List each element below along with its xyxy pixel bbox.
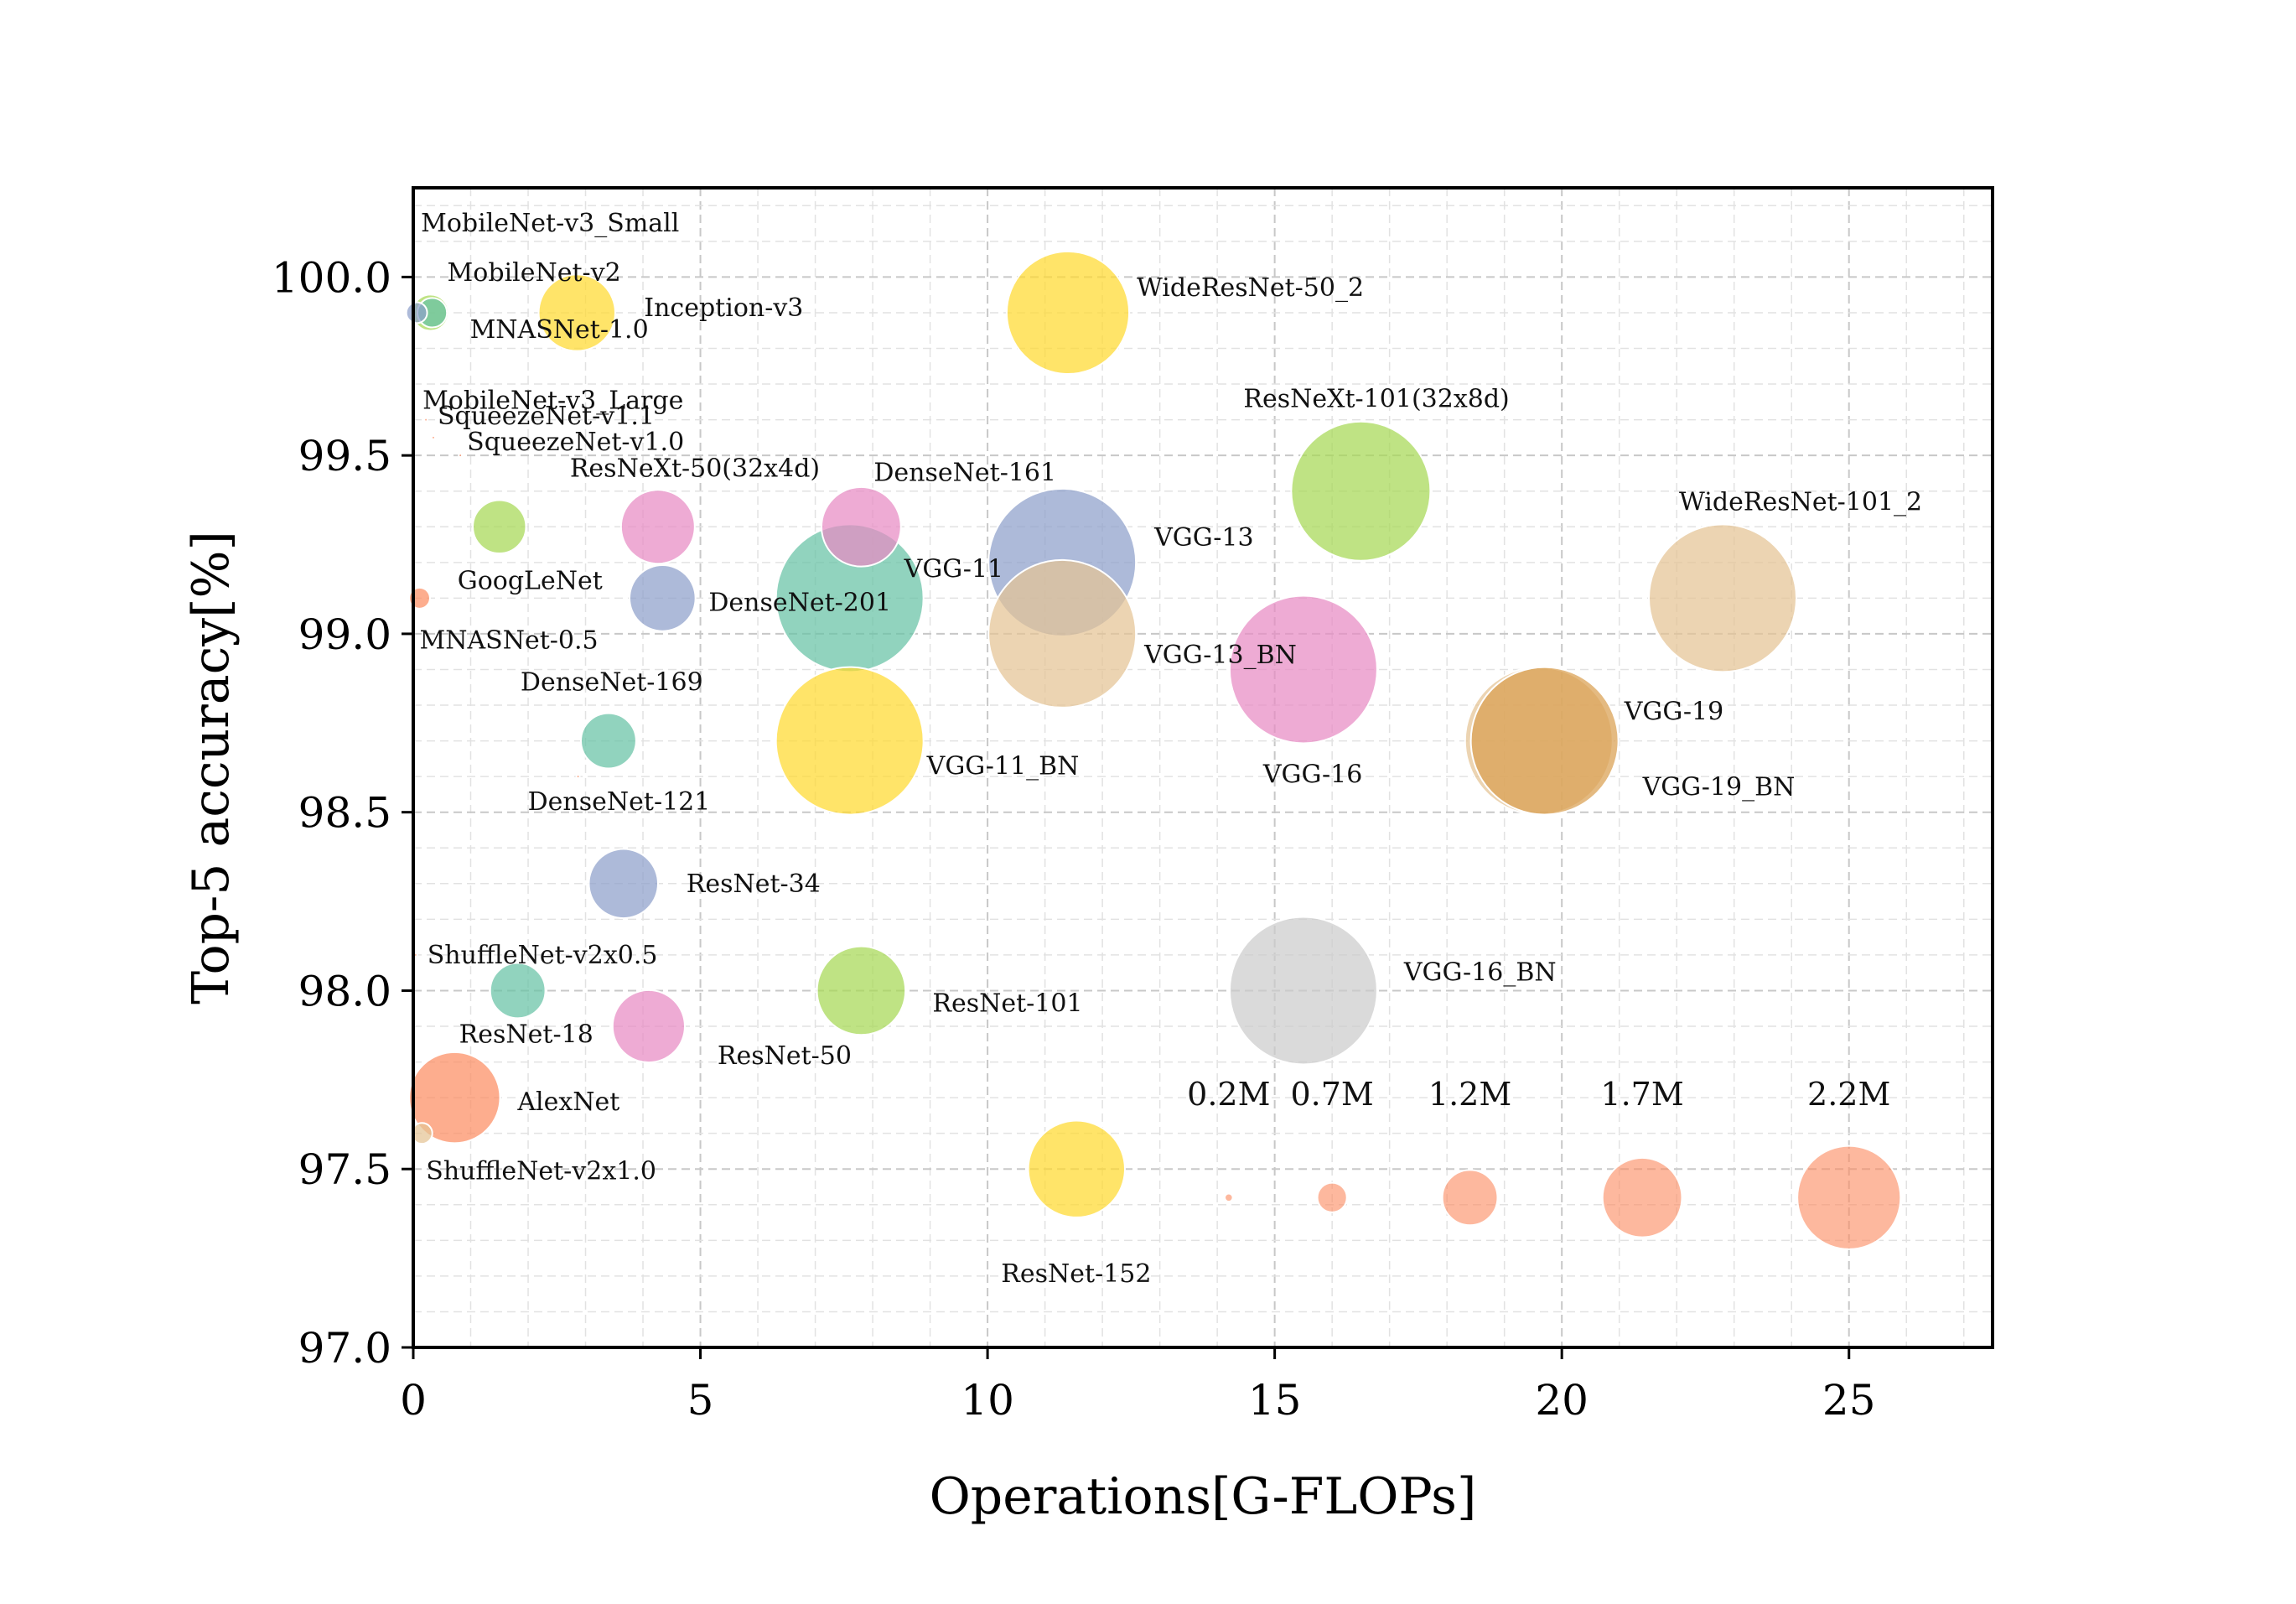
bubble-point [1469, 666, 1620, 816]
y-tick-label: 97.5 [298, 1145, 391, 1194]
size-legend-label: 2.2M [1807, 1076, 1890, 1113]
y-tick-label: 97.0 [298, 1324, 391, 1373]
point-label: VGG-11_BN [926, 752, 1080, 781]
y-tick-label: 98.5 [298, 789, 391, 838]
x-tick-label: 20 [1535, 1376, 1589, 1425]
bubble-point [588, 848, 660, 920]
bubble-point [775, 666, 925, 816]
size-legend-bubble [1796, 1145, 1902, 1250]
bubble-point [1648, 523, 1798, 673]
size-legend: 0.2M 0.7M 1.2M 1.7M 2.2M [1187, 1076, 1902, 1250]
y-axis-title: Top-5 accuracy[%] [182, 531, 241, 1004]
bubble-point [1027, 1119, 1126, 1218]
point-label: WideResNet-50_2 [1137, 273, 1364, 303]
size-legend-bubble [1316, 1181, 1348, 1213]
point-label: WideResNet-101_2 [1679, 487, 1922, 516]
bubble-point [472, 499, 527, 554]
point-label: VGG-13 [1153, 523, 1253, 553]
point-label: ResNet-18 [459, 1020, 593, 1049]
x-tick-label: 15 [1248, 1376, 1302, 1425]
bubble-point [580, 712, 637, 770]
point-label: Inception-v3 [644, 293, 803, 323]
point-label: VGG-13_BN [1143, 641, 1297, 670]
size-legend-label: 0.7M [1290, 1076, 1373, 1113]
x-tick-label: 0 [400, 1376, 427, 1425]
bubble-point [423, 417, 429, 423]
y-tick-label: 99.0 [298, 610, 391, 659]
point-label: ShuffleNet-v2x1.0 [426, 1157, 656, 1186]
point-label: ResNeXt-101(32x8d) [1243, 385, 1509, 414]
bubble-point [1290, 420, 1432, 562]
size-legend-label: 1.2M [1428, 1076, 1511, 1113]
point-label: AlexNet [516, 1088, 619, 1117]
point-label: MobileNet-v3_Small [421, 209, 679, 238]
point-label: ResNet-50 [718, 1041, 852, 1071]
bubble-point [408, 1051, 501, 1145]
x-tick-label: 25 [1822, 1376, 1876, 1425]
bubble-point [575, 774, 581, 780]
size-legend-bubble [1224, 1192, 1234, 1203]
point-label: VGG-16_BN [1403, 958, 1557, 987]
size-legend-label: 0.2M [1187, 1076, 1270, 1113]
x-tick-label: 10 [961, 1376, 1014, 1425]
point-label: DenseNet-121 [528, 787, 711, 817]
point-label: DenseNet-161 [873, 458, 1056, 487]
axes: 0 5 10 15 20 25 97.0 97.5 98.0 98.5 99.0 99.5 100.0 [272, 253, 1876, 1425]
bubble-point [1005, 250, 1131, 376]
point-label: VGG-19 [1624, 698, 1723, 727]
bubble-point [458, 453, 464, 459]
y-tick-label: 99.5 [298, 432, 391, 480]
size-legend-label: 1.7M [1600, 1076, 1683, 1113]
size-legend-bubble [1441, 1169, 1499, 1227]
point-label: ResNet-34 [687, 869, 821, 899]
point-labels: MobileNet-v3_Small MobileNet-v2 MNASNet-1.… [420, 209, 1923, 1289]
x-axis-title: Operations[G-FLOPs] [930, 1467, 1477, 1526]
point-label: MNASNet-1.0 [470, 315, 649, 345]
point-label: DenseNet-169 [521, 668, 703, 698]
point-label: DenseNet-201 [708, 588, 891, 617]
point-label: SqueezeNet-v1.0 [467, 428, 684, 457]
bubble-point [410, 1122, 433, 1145]
bubble-point [537, 273, 616, 352]
size-legend-bubble [1601, 1156, 1683, 1238]
bubble-point [628, 564, 697, 632]
point-label: MobileNet-v2 [448, 258, 621, 288]
bubble-point [611, 989, 686, 1064]
y-tick-label: 98.0 [298, 967, 391, 1015]
bubble-point [405, 301, 428, 324]
point-label: MobileNet-v3_Large [422, 387, 683, 416]
bubbles [405, 250, 1798, 1218]
point-label: MNASNet-0.5 [420, 626, 599, 655]
point-label: ShuffleNet-v2x0.5 [428, 941, 658, 970]
plot-frame [412, 186, 1994, 1349]
point-label: VGG-16 [1262, 760, 1362, 789]
point-label: ResNet-152 [1001, 1259, 1151, 1289]
bubble-point [489, 962, 547, 1020]
point-label: VGG-19_BN [1642, 773, 1796, 802]
bubble-point [816, 945, 907, 1036]
bubble-point [987, 558, 1138, 709]
point-label: ResNet-101 [932, 989, 1082, 1018]
x-tick-label: 5 [687, 1376, 714, 1425]
point-label: ResNeXt-50(32x4d) [570, 454, 820, 483]
bubble-point [431, 434, 436, 440]
point-label: SqueezeNet-v1.1 [438, 402, 655, 431]
point-label: VGG-11 [904, 554, 1003, 584]
bubble-point [1228, 916, 1378, 1066]
bubble-point [1228, 594, 1378, 745]
y-tick-label: 100.0 [272, 253, 391, 302]
point-label: GoogLeNet [458, 566, 603, 595]
bubble-point [619, 489, 696, 565]
bubble-point [820, 485, 902, 568]
